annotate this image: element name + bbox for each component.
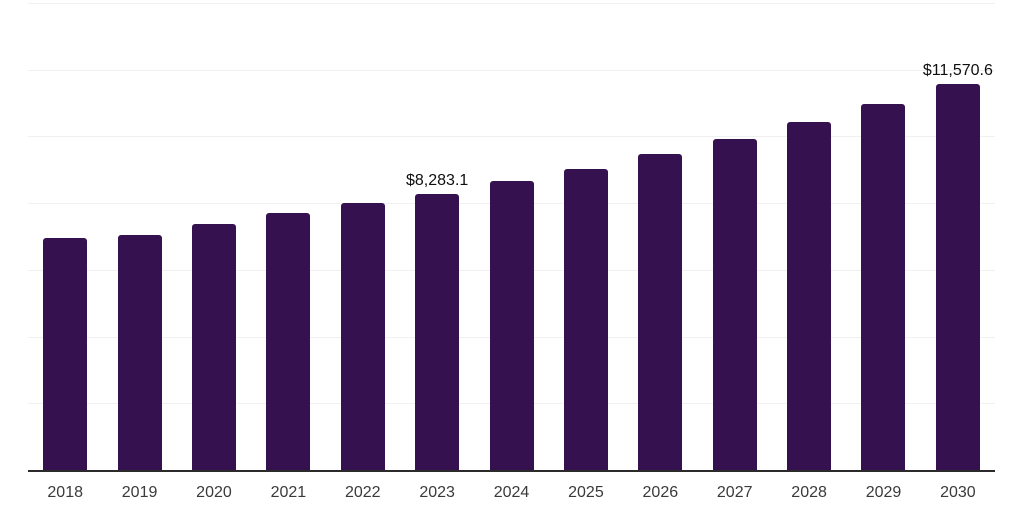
bar-2018 xyxy=(43,238,88,470)
x-tick-label-2018: 2018 xyxy=(47,484,83,501)
bar-slot xyxy=(698,3,772,470)
x-tick-label-2026: 2026 xyxy=(642,484,679,501)
x-tick-label-2020: 2020 xyxy=(196,484,232,501)
bar-slot xyxy=(102,3,176,470)
bar-2030: $11,570.6 xyxy=(923,63,993,470)
value-label-2030: $11,570.6 xyxy=(922,62,993,80)
bars-container: $8,283.1 $11,570.6 xyxy=(28,3,995,470)
bar-2026 xyxy=(638,154,683,470)
bar-slot xyxy=(326,3,400,470)
bar-2022 xyxy=(340,202,385,470)
bar-2021 xyxy=(266,213,311,470)
bar-2025 xyxy=(563,168,608,470)
bar-2024 xyxy=(489,181,534,470)
bar-slot xyxy=(623,3,697,470)
bar-slot: $8,283.1 xyxy=(400,3,474,470)
x-axis-labels: 2018 2019 2020 2021 2022 2023 2024 2025 2026 2027… xyxy=(28,483,995,505)
bar-slot: $11,570.6 xyxy=(921,3,995,470)
x-tick-label-2025: 2025 xyxy=(568,484,604,501)
x-tick-label-2028: 2028 xyxy=(791,484,827,501)
gridline xyxy=(28,136,995,138)
bar-slot xyxy=(549,3,623,470)
x-tick-label-2024: 2024 xyxy=(493,484,530,501)
x-tick-label-2030: 2030 xyxy=(940,484,976,501)
gridline xyxy=(28,3,995,4)
x-tick-label-2021: 2021 xyxy=(270,484,307,501)
x-tick-label-2022: 2022 xyxy=(344,484,381,501)
bar-slot xyxy=(846,3,920,470)
bar-slot xyxy=(474,3,548,470)
x-tick-label-2023: 2023 xyxy=(419,484,455,501)
x-tick-label-2027: 2027 xyxy=(716,484,753,501)
bar-2023: $8,283.1 xyxy=(406,172,468,470)
x-tick-label-2029: 2029 xyxy=(865,484,902,501)
bar-slot xyxy=(251,3,325,470)
gridline xyxy=(28,69,995,71)
plot-area: $8,283.1 $11,570.6 xyxy=(28,3,995,472)
bar-2019 xyxy=(117,234,162,470)
bar-2020 xyxy=(191,224,236,470)
value-label-2023: $8,283.1 xyxy=(406,171,469,189)
x-tick-label-2019: 2019 xyxy=(121,484,158,501)
bar-2029 xyxy=(861,104,906,470)
bar-slot xyxy=(177,3,251,470)
bar-slot xyxy=(772,3,846,470)
bar-2028 xyxy=(787,122,832,470)
bar-slot xyxy=(28,3,102,470)
bar-2027 xyxy=(712,139,757,470)
